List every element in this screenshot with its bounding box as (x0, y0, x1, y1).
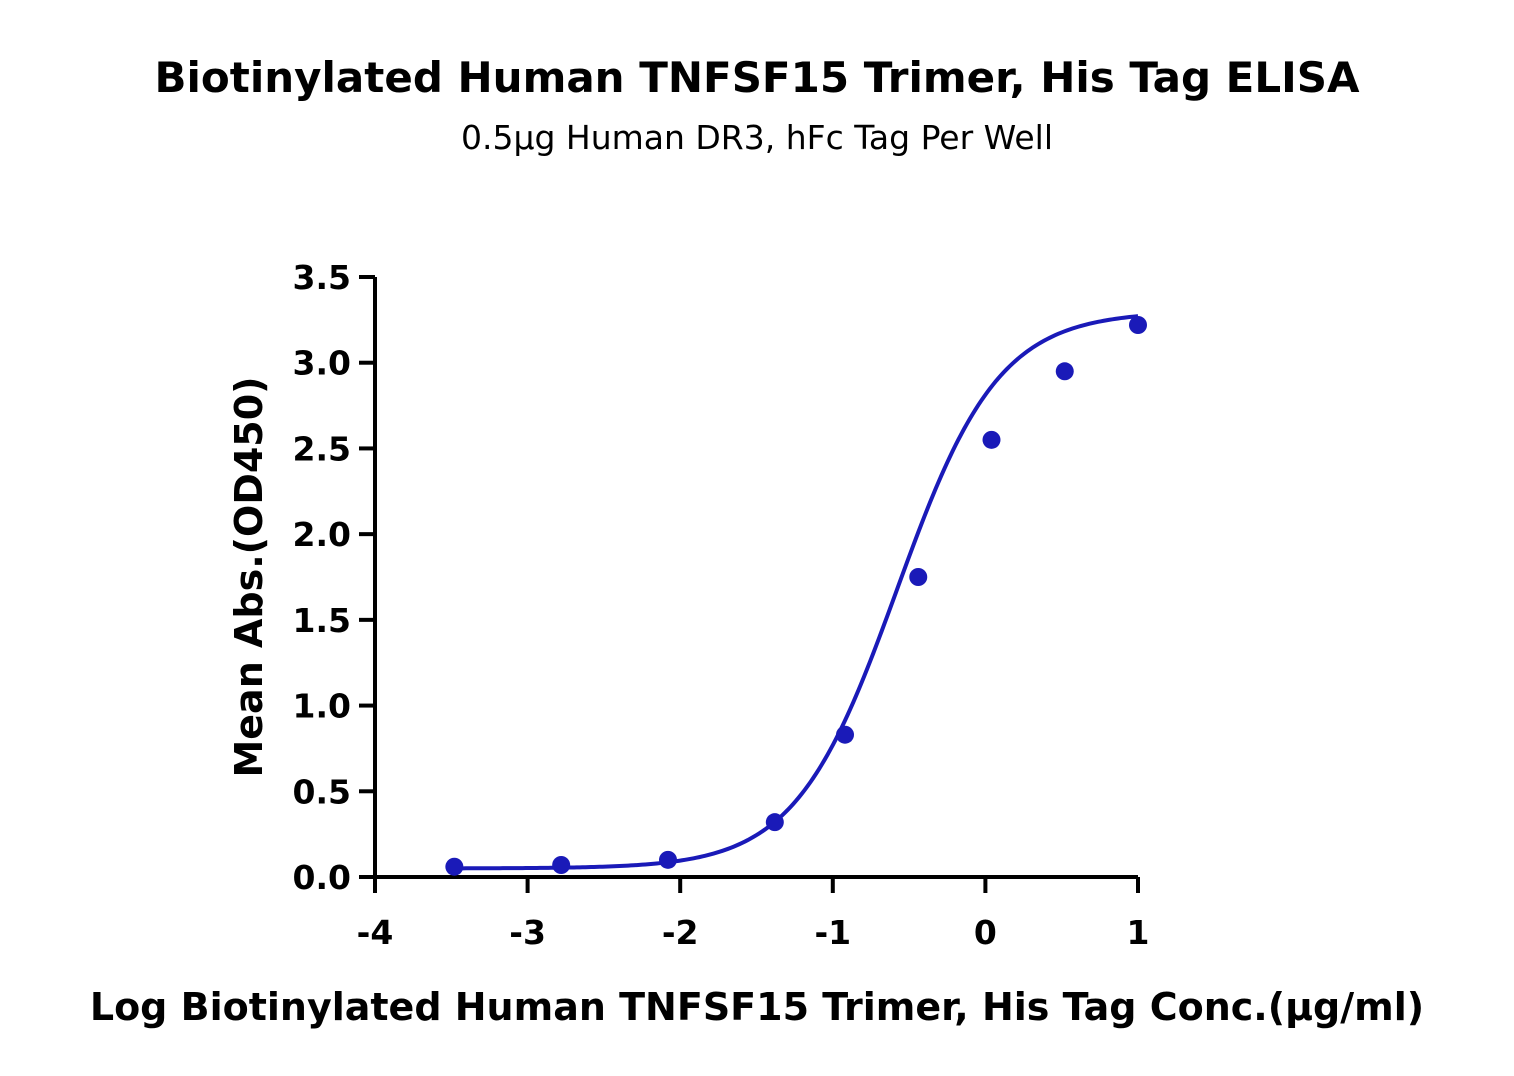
fit-curve (454, 314, 1139, 871)
chart-title: Biotinylated Human TNFSF15 Trimer, His T… (155, 53, 1360, 102)
y-tick-label: 3.0 (293, 344, 351, 383)
x-tick-label: -4 (357, 913, 394, 952)
data-point (552, 856, 571, 874)
data-point (909, 568, 928, 586)
x-axis-label: Log Biotinylated Human TNFSF15 Trimer, H… (90, 985, 1424, 1029)
data-point (1055, 362, 1074, 381)
x-tick-label: -1 (814, 913, 851, 952)
chart-subtitle: 0.5µg Human DR3, hFc Tag Per Well (461, 118, 1053, 157)
x-tick-label: 0 (974, 913, 997, 952)
data-point (658, 850, 677, 869)
y-tick-label: 0.0 (293, 858, 351, 897)
y-tick-label: 2.5 (293, 429, 351, 468)
data-point (765, 813, 784, 832)
data-points (445, 316, 1147, 876)
data-point (445, 857, 464, 876)
y-axis: 0.0 0.5 1.0 1.5 2.0 2.5 3.0 3.5 (293, 258, 377, 897)
x-tick-label: 1 (1127, 913, 1150, 952)
data-point (836, 725, 855, 744)
y-tick-label: 2.0 (293, 515, 351, 554)
x-tick-label: -3 (509, 913, 546, 952)
y-axis-label: Mean Abs.(OD450) (227, 376, 271, 777)
y-tick-label: 1.0 (293, 687, 351, 726)
y-tick-label: 0.5 (293, 772, 351, 811)
y-tick-label: 3.5 (293, 258, 351, 297)
data-point (982, 430, 1001, 449)
x-axis: -4 -3 -2 -1 0 1 (357, 875, 1150, 952)
x-tick-label: -2 (662, 913, 699, 952)
data-point (1129, 316, 1147, 334)
y-tick-label: 1.5 (293, 601, 351, 640)
